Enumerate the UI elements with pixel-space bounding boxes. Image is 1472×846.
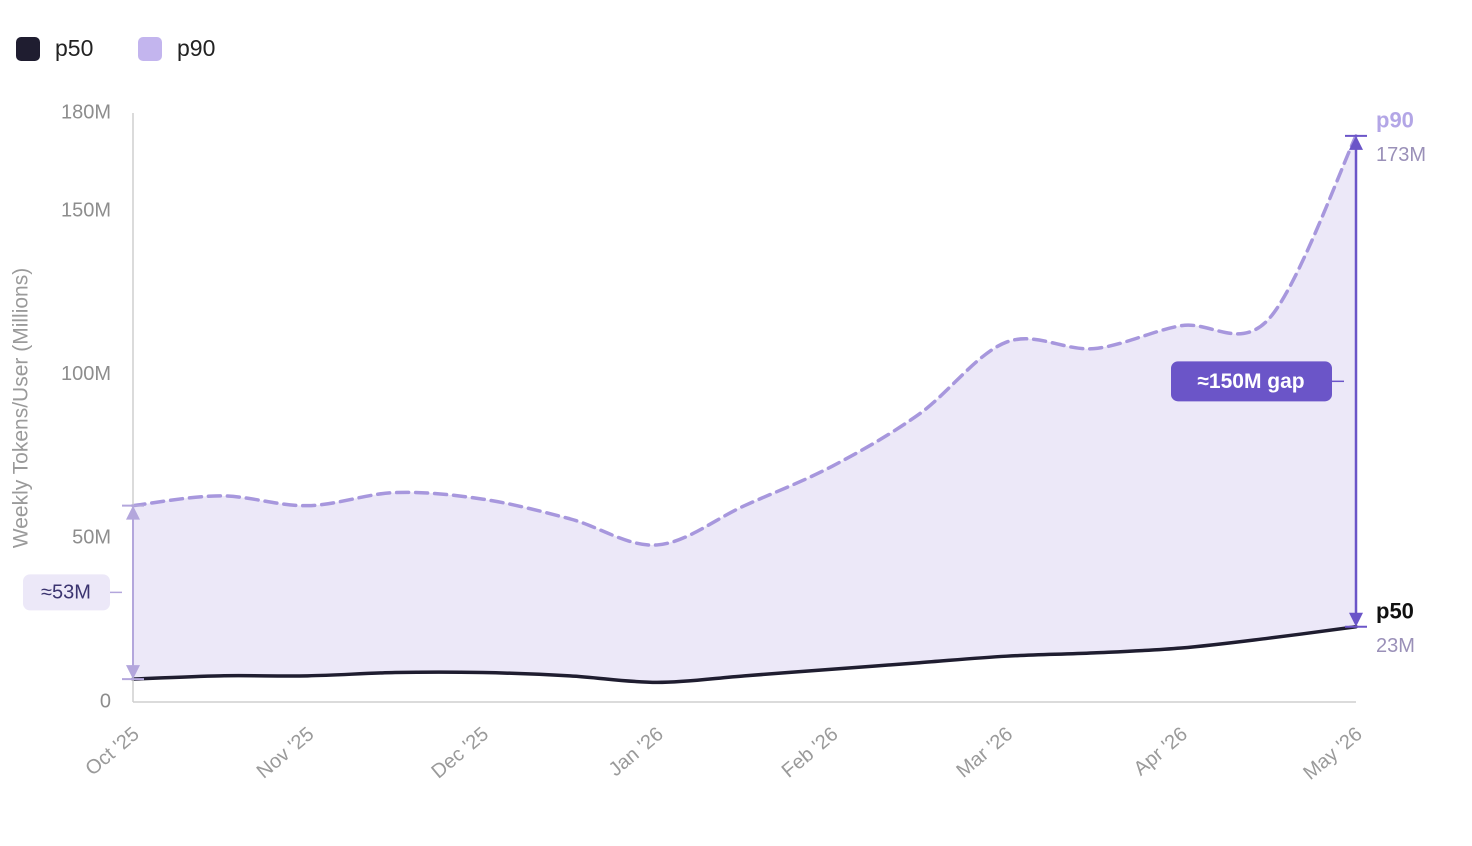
p90-end-name: p90	[1376, 108, 1414, 133]
legend-swatch	[16, 37, 40, 61]
legend-label: p50	[55, 35, 93, 61]
y-tick-label: 50M	[72, 527, 111, 549]
p90-end-value: 173M	[1376, 144, 1426, 166]
start-gap-badge	[23, 574, 110, 611]
y-tick-label: 0	[100, 690, 111, 712]
x-tick-label: May '26	[1299, 723, 1366, 784]
x-tick-label: Oct '25	[81, 723, 143, 780]
y-tick-label: 100M	[61, 363, 111, 385]
x-tick-label: Dec '25	[427, 723, 493, 783]
line	[131, 624, 1358, 685]
end-gap-badge	[1171, 361, 1332, 402]
end-gap-label: ≈150M gap	[1197, 370, 1304, 393]
p50-end-value: 23M	[1376, 635, 1415, 657]
y-tick-label: 150M	[61, 199, 111, 221]
start-gap-arrow-head	[126, 505, 140, 520]
x-tick-label: Jan '26	[605, 723, 668, 781]
x-tick-label: Nov '25	[253, 723, 319, 783]
legend-swatch	[138, 37, 162, 61]
p50-end-name: p50	[1376, 599, 1414, 624]
gap-area	[133, 135, 1356, 683]
y-axis-title: Weekly Tokens/User (Millions)	[10, 268, 33, 548]
x-tick-label: Apr '26	[1130, 723, 1192, 780]
end-gap-arrow-head	[1349, 612, 1363, 627]
start-gap-arrow-head	[126, 665, 140, 680]
y-tick-label: 180M	[61, 101, 111, 123]
start-gap-label: ≈53M	[41, 582, 91, 604]
x-tick-label: Mar '26	[952, 723, 1017, 782]
line	[131, 134, 1358, 547]
legend-label: p90	[177, 35, 215, 61]
x-tick-label: Feb '26	[778, 723, 843, 782]
end-gap-arrow-head	[1349, 135, 1363, 150]
